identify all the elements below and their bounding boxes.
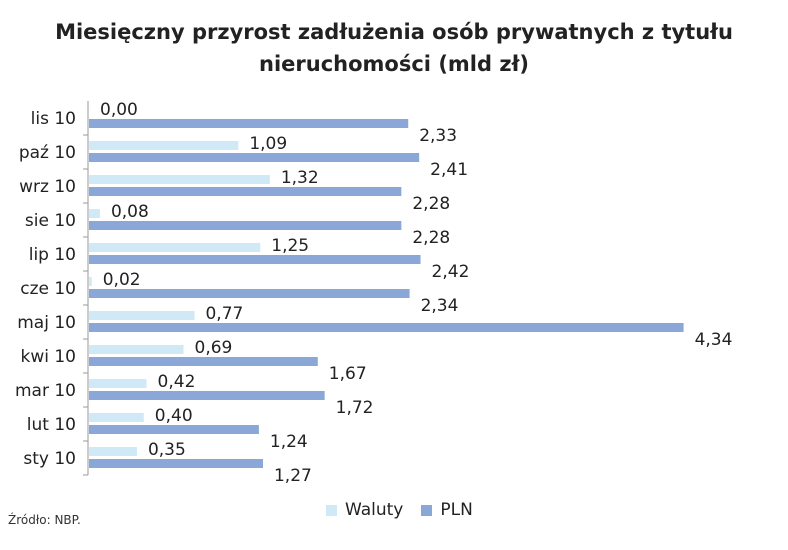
bar-pln xyxy=(89,459,263,468)
bar-waluty xyxy=(89,379,147,388)
bar-pln xyxy=(89,119,409,128)
bar-waluty xyxy=(89,141,239,150)
legend-label-pln: PLN xyxy=(440,500,473,520)
bar-waluty xyxy=(89,277,92,286)
bar-pln xyxy=(89,425,259,434)
data-label-pln: 2,41 xyxy=(430,160,468,180)
bar-waluty xyxy=(89,447,137,456)
category-label: lip 10 xyxy=(29,245,76,265)
category-label: maj 10 xyxy=(17,313,76,333)
data-label-waluty: 1,32 xyxy=(281,168,319,188)
source-note: Źródło: NBP. xyxy=(8,513,81,527)
data-label-pln: 2,34 xyxy=(421,296,459,316)
data-label-pln: 2,28 xyxy=(412,228,450,248)
data-label-waluty: 0,08 xyxy=(111,202,149,222)
data-label-waluty: 0,40 xyxy=(155,406,193,426)
legend-swatch-waluty xyxy=(326,504,337,516)
bar-waluty xyxy=(89,345,184,354)
data-label-waluty: 1,25 xyxy=(271,236,309,256)
bar-pln xyxy=(89,391,325,400)
chart-title-line-2: nieruchomości (mld zł) xyxy=(259,52,529,76)
data-label-waluty: 0,77 xyxy=(205,304,243,324)
category-label: kwi 10 xyxy=(20,347,76,367)
category-label: wrz 10 xyxy=(19,177,76,197)
legend-item-pln: PLN xyxy=(421,500,473,520)
data-label-pln: 1,67 xyxy=(329,364,367,384)
category-label: sty 10 xyxy=(23,449,76,469)
bar-pln xyxy=(89,357,318,366)
category-label: lis 10 xyxy=(31,109,76,129)
bar-pln xyxy=(89,221,402,230)
bar-waluty xyxy=(89,175,270,184)
bar-pln xyxy=(89,323,684,332)
category-label: paź 10 xyxy=(19,143,76,163)
bar-waluty xyxy=(89,413,144,422)
bar-waluty xyxy=(89,243,261,252)
category-label: mar 10 xyxy=(15,381,76,401)
data-label-waluty: 0,02 xyxy=(103,270,141,290)
bar-waluty xyxy=(89,209,100,218)
category-label: sie 10 xyxy=(25,211,76,231)
data-label-pln: 2,28 xyxy=(412,194,450,214)
category-label: lut 10 xyxy=(27,415,76,435)
data-label-waluty: 1,09 xyxy=(249,134,287,154)
data-label-waluty: 0,69 xyxy=(195,338,233,358)
data-label-pln: 1,24 xyxy=(270,432,308,452)
legend-swatch-pln xyxy=(421,504,433,516)
legend-item-waluty: Waluty xyxy=(326,500,403,520)
data-label-pln: 1,72 xyxy=(336,398,374,418)
legend: Waluty PLN xyxy=(326,500,491,520)
chart-title-line-1: Miesięczny przyrost zadłużenia osób pryw… xyxy=(55,20,733,44)
data-label-waluty: 0,35 xyxy=(148,440,186,460)
bar-pln xyxy=(89,153,420,162)
bar-pln xyxy=(89,255,421,264)
category-label: cze 10 xyxy=(20,279,76,299)
chart-title: Miesięczny przyrost zadłużenia osób pryw… xyxy=(0,16,788,80)
data-label-pln: 1,27 xyxy=(274,466,312,486)
data-label-waluty: 0,00 xyxy=(100,100,138,120)
data-label-pln: 4,34 xyxy=(695,330,733,350)
bar-pln xyxy=(89,289,410,298)
bar-pln xyxy=(89,187,402,196)
legend-label-waluty: Waluty xyxy=(345,500,404,520)
bar-waluty xyxy=(89,311,195,320)
data-label-waluty: 0,42 xyxy=(158,372,196,392)
data-label-pln: 2,42 xyxy=(432,262,470,282)
data-label-pln: 2,33 xyxy=(419,126,457,146)
